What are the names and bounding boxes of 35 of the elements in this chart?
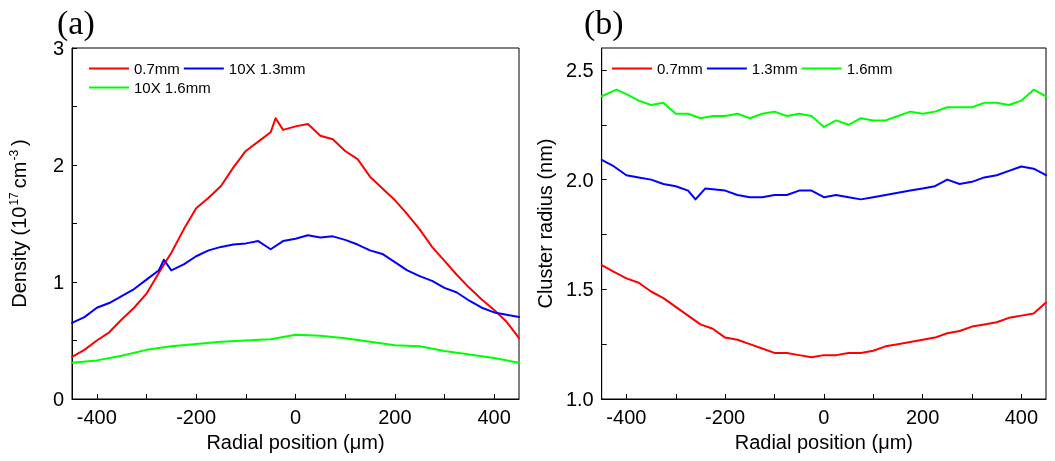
legend-label: 10X 1.3mm (228, 60, 306, 77)
legend-label: 0.7mm (657, 60, 703, 77)
y-tick-label: 1.5 (565, 278, 594, 301)
x-tick-label: -400 (606, 406, 647, 428)
legend-label: 10X 1.6mm (134, 79, 211, 96)
x-axis-title: Radial position (μm) (734, 430, 913, 453)
y-tick-label: 2.5 (565, 58, 594, 81)
chart-title: (b) (584, 3, 624, 42)
line-series (600, 88, 1047, 128)
line-series (71, 234, 520, 324)
x-tick-label: 200 (905, 406, 940, 428)
line-series (71, 333, 520, 364)
y-tick-label: 1.0 (565, 388, 594, 410)
line-series (600, 264, 1047, 359)
legend-label: 0.7mm (134, 60, 180, 77)
x-tick-label: -400 (76, 406, 117, 428)
chart-title: (a) (57, 3, 95, 42)
y-axis-title: Density (1017cm-3) (7, 139, 30, 308)
legend-label: 1.3mm (751, 60, 798, 77)
x-tick-label: 200 (378, 406, 412, 428)
x-tick-label: -200 (705, 406, 746, 428)
y-tick-label: 2 (52, 154, 64, 176)
line-series (600, 158, 1047, 201)
y-axis-title: Cluster radius (nm) (534, 138, 556, 309)
x-tick-label: 400 (1004, 406, 1038, 428)
x-axis-title: Radial position (μm) (206, 430, 385, 453)
line-series (71, 117, 520, 358)
x-tick-label: -200 (176, 406, 217, 428)
x-tick-label: 0 (818, 406, 830, 428)
y-tick-label: 1 (52, 271, 64, 293)
y-tick-label: 2.0 (565, 168, 594, 191)
x-tick-label: 0 (289, 406, 302, 428)
x-tick-label: 400 (477, 406, 511, 428)
legend-label: 1.6mm (846, 60, 893, 77)
y-tick-label: 0 (52, 388, 64, 410)
